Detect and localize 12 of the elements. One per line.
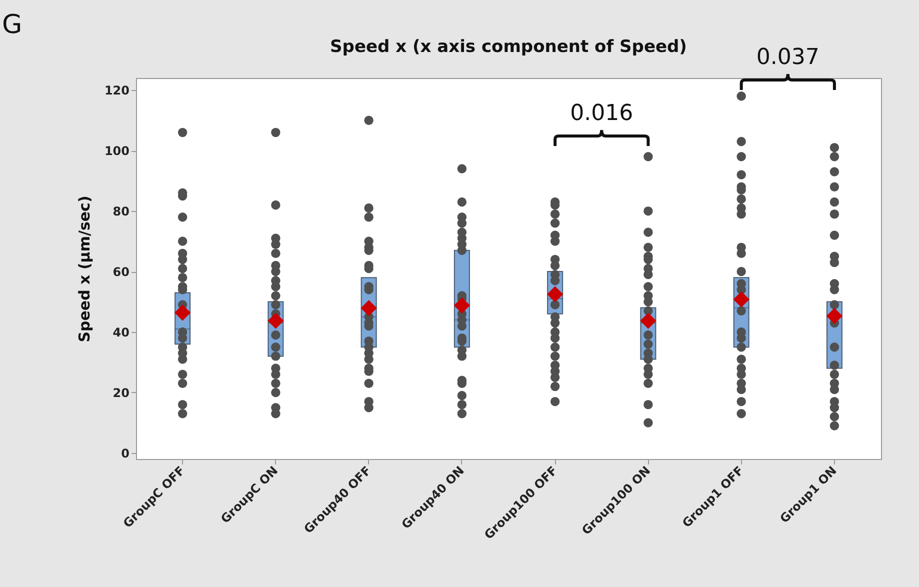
- text: 0.037: [756, 45, 820, 70]
- annotation: 0.016: [570, 101, 634, 126]
- y-tick-label: 120: [104, 84, 130, 98]
- y-tick-label: 60: [112, 265, 130, 280]
- y-tick-label: 0: [121, 446, 130, 460]
- text: G: [2, 10, 22, 40]
- y-tick-label: 80: [112, 204, 130, 219]
- y-tick-label: 20: [112, 386, 130, 400]
- y-tick-label: 100: [104, 144, 130, 158]
- y-axis-title: Speed x (µm/sec): [75, 196, 94, 342]
- chart-title: Speed x (x axis component of Speed): [330, 37, 687, 57]
- y-tick-label: 40: [112, 326, 130, 340]
